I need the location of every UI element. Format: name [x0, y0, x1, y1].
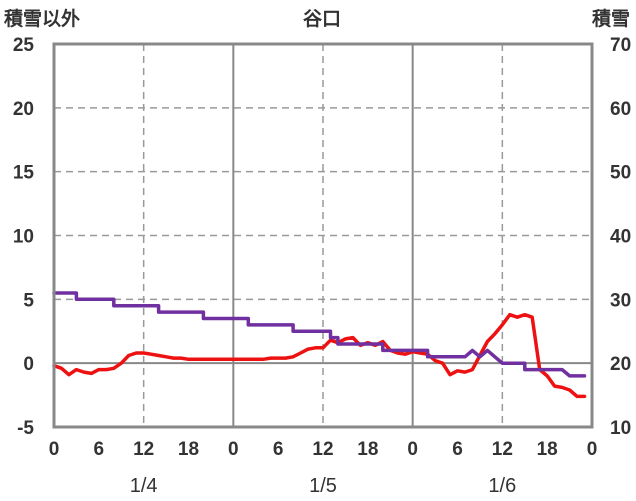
date-label-1: 1/5	[309, 475, 337, 497]
date-label-0: 1/4	[130, 475, 158, 497]
right-tick-label-6: 10	[610, 418, 631, 439]
right-tick-label-5: 20	[610, 354, 631, 375]
x-tick-label-5: 6	[273, 439, 284, 460]
series	[52, 291, 587, 399]
series-line-1	[52, 291, 587, 378]
left-tick-label-2: 15	[13, 163, 35, 184]
x-tick-label-12: 0	[587, 439, 598, 460]
right-axis-label: 積雪	[592, 7, 630, 30]
x-tick-label-10: 12	[492, 439, 513, 460]
left-tick-label-4: 5	[23, 290, 34, 311]
right-axis-ticks: 70 60 50 40 30 20 10	[610, 35, 631, 439]
grid	[54, 44, 592, 427]
right-tick-label-2: 50	[610, 163, 631, 184]
left-tick-label-5: 0	[23, 354, 34, 375]
x-tick-label-9: 6	[452, 439, 463, 460]
x-tick-label-3: 18	[178, 439, 199, 460]
date-label-2: 1/6	[488, 475, 516, 497]
right-tick-label-0: 70	[610, 35, 631, 56]
left-axis-label: 積雪以外	[4, 7, 80, 30]
x-tick-label-4: 0	[228, 439, 239, 460]
left-tick-label-0: 25	[13, 35, 35, 56]
chart-title: 谷口	[303, 8, 341, 30]
x-tick-label-7: 18	[357, 439, 378, 460]
left-tick-label-3: 10	[13, 227, 34, 248]
left-axis-ticks: 25 20 15 10 5 0 -5	[13, 35, 35, 439]
x-tick-label-6: 12	[312, 439, 333, 460]
left-tick-label-1: 20	[13, 99, 34, 120]
series-line-0	[52, 312, 587, 399]
plot-area-border	[52, 42, 594, 429]
x-tick-label-0: 0	[49, 439, 60, 460]
x-tick-label-8: 0	[407, 439, 418, 460]
right-tick-label-3: 40	[610, 227, 631, 248]
x-axis-date-labels: 1/4 1/5 1/6	[130, 475, 516, 497]
x-tick-label-11: 18	[537, 439, 558, 460]
right-tick-label-4: 30	[610, 290, 631, 311]
x-tick-label-1: 6	[94, 439, 105, 460]
left-tick-label-6: -5	[17, 418, 34, 439]
right-tick-label-1: 60	[610, 99, 631, 120]
x-tick-label-2: 12	[133, 439, 154, 460]
x-axis-ticks: 0 6 12 18 0 6 12 18 0 6 12 18 0	[49, 439, 598, 460]
